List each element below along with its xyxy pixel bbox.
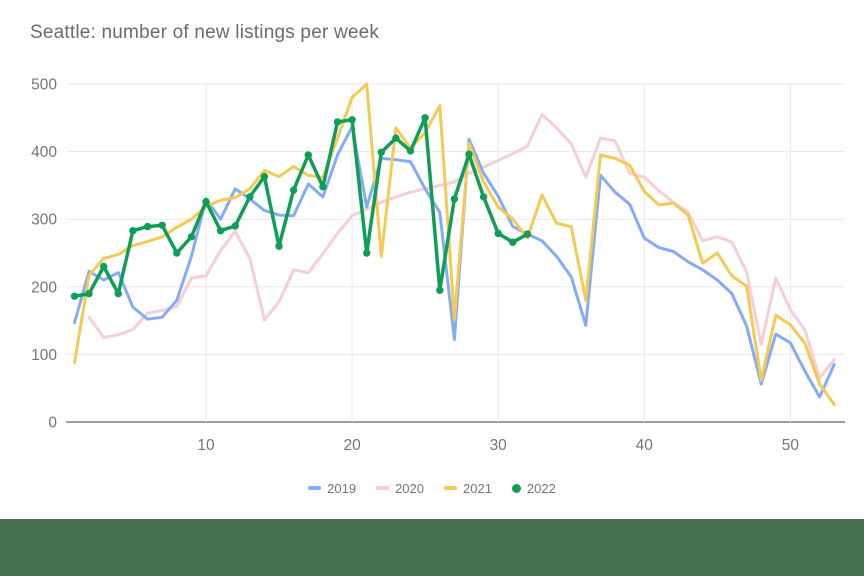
y-tick-label: 300: [31, 212, 57, 229]
legend-marker-2020: [376, 486, 390, 490]
series-line-2019: [73, 125, 836, 399]
x-tick-label: 20: [343, 437, 361, 454]
x-tick-label: 30: [490, 437, 508, 454]
data-point-2022: [523, 230, 532, 238]
data-point-2022: [436, 286, 444, 294]
y-tick-label: 400: [31, 144, 57, 161]
data-point-2022: [465, 150, 473, 158]
data-point-2022: [231, 222, 239, 230]
data-point-2022: [479, 193, 488, 201]
data-point-2022: [187, 233, 196, 241]
data-point-2022: [143, 222, 152, 231]
data-point-2022: [216, 227, 225, 235]
data-point-2022: [363, 249, 371, 257]
data-point-2022: [377, 148, 385, 156]
data-point-2022: [114, 289, 123, 298]
data-point-2022: [319, 183, 327, 191]
data-point-2022: [333, 118, 342, 126]
data-point-2022: [289, 186, 298, 194]
data-point-2022: [129, 227, 137, 235]
data-point-2022: [494, 229, 502, 238]
chart-canvas: 0 100 200 300 400 500 10 20 30 40 50: [31, 77, 845, 454]
legend-item-2019: 2019: [308, 481, 356, 496]
data-point-2022: [509, 238, 517, 246]
legend-label-2021: 2021: [463, 480, 492, 496]
legend-marker-2021: [444, 486, 457, 490]
data-point-2022: [406, 147, 415, 155]
y-tick-label: 500: [31, 77, 57, 94]
data-point-2022: [246, 193, 254, 201]
data-point-2022: [348, 116, 356, 124]
data-point-2022: [421, 114, 429, 122]
chart-card: 0 100 200 300 400 500 10 20 30 40 50 Seattle: numb…: [0, 22, 864, 499]
data-point-2022: [85, 289, 93, 298]
legend-item-2021: 2021: [444, 481, 492, 496]
data-point-2022: [100, 262, 108, 271]
data-point-2022: [260, 172, 269, 181]
series-line-2021: [73, 82, 836, 406]
data-point-2022: [450, 195, 459, 203]
y-tick-label: 200: [31, 279, 57, 296]
legend-label-2020: 2020: [395, 480, 424, 496]
x-tick-label: 50: [782, 437, 800, 454]
data-point-2022: [392, 134, 400, 142]
y-tick-label: 0: [48, 415, 57, 432]
y-tick-label: 100: [31, 347, 57, 364]
chart-title: Seattle: number of new listings per week: [30, 22, 380, 43]
data-point-2022: [173, 249, 181, 257]
legend-label-2022: 2022: [526, 480, 556, 496]
legend-item-2022: 2022: [511, 480, 556, 496]
data-point-2022: [304, 151, 312, 159]
legend-marker-2019: [308, 486, 322, 490]
legend-item-2020: 2020: [376, 481, 424, 496]
data-point-2022: [202, 197, 210, 206]
legend-label-2019: 2019: [327, 480, 357, 496]
legend-marker-2022: [511, 483, 521, 493]
data-point-2022: [158, 221, 166, 229]
chart-legend: 2019 2020 2021 2022: [0, 477, 864, 499]
data-point-2022: [70, 292, 79, 300]
data-point-2022: [275, 242, 283, 250]
x-tick-label: 40: [636, 437, 654, 454]
x-tick-label: 10: [197, 437, 215, 454]
footer-bar: [0, 519, 864, 576]
